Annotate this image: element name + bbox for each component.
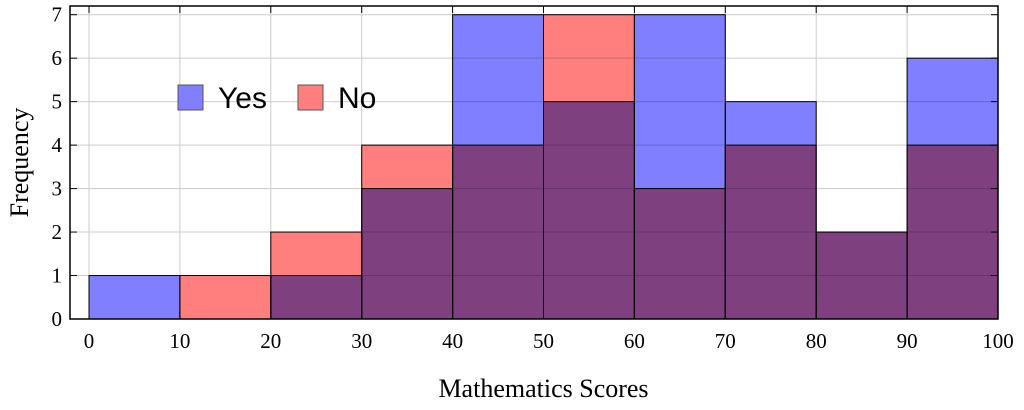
y-tick-label: 1 [52,264,63,288]
axis-ticks [70,6,999,320]
y-tick-label: 7 [52,3,63,27]
bar-yes-0-10 [88,275,181,320]
plot-frame [69,5,999,320]
bar-no-60-70 [633,188,726,320]
x-tick-label: 0 [84,329,95,353]
bar-no-10-20 [179,275,272,320]
bar-no-40-50 [452,144,545,320]
x-tick-label: 30 [351,329,372,353]
bar-no-50-60 [543,14,635,320]
y-tick-label: 3 [52,177,63,201]
y-tick-label: 4 [52,133,63,157]
x-tick-label: 100 [982,329,1014,353]
x-tick-label: 70 [715,329,736,353]
x-tick-labels: 0 10 20 30 40 50 60 70 80 90 100 [84,329,1014,353]
y-tick-label: 2 [52,220,63,244]
bar-no-20-30 [270,231,363,320]
x-tick-label: 20 [260,329,281,353]
y-tick-labels: 0 1 2 3 4 5 6 7 [52,3,63,331]
x-tick-label: 80 [806,329,827,353]
legend-label-yes: Yes [218,82,267,115]
x-tick-label: 90 [897,329,918,353]
y-tick-label: 6 [52,46,63,70]
y-axis-title: Frequency [5,108,34,218]
legend-swatch-yes [177,84,204,111]
x-tick-label: 10 [169,329,190,353]
legend-label-no: No [338,82,376,115]
bar-no-70-80 [724,144,817,320]
bar-no-80-90 [815,231,908,320]
bar-no-90-100 [906,144,999,320]
x-axis-title: Mathematics Scores [438,374,648,403]
y-tick-label: 0 [52,307,63,331]
y-tick-label: 5 [52,90,63,114]
bar-no-30-40 [361,144,454,320]
legend: Yes No [177,82,376,115]
x-tick-label: 40 [442,329,463,353]
legend-swatch-no [297,84,324,111]
x-tick-label: 50 [533,329,554,353]
x-tick-label: 60 [624,329,645,353]
bars-group [88,14,999,320]
